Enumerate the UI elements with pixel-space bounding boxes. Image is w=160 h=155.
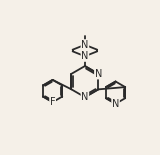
Text: N: N [81, 40, 89, 50]
Text: N: N [81, 51, 89, 61]
Text: N: N [81, 92, 89, 102]
Text: F: F [50, 97, 55, 107]
Text: N: N [112, 99, 119, 109]
Text: N: N [95, 69, 102, 79]
